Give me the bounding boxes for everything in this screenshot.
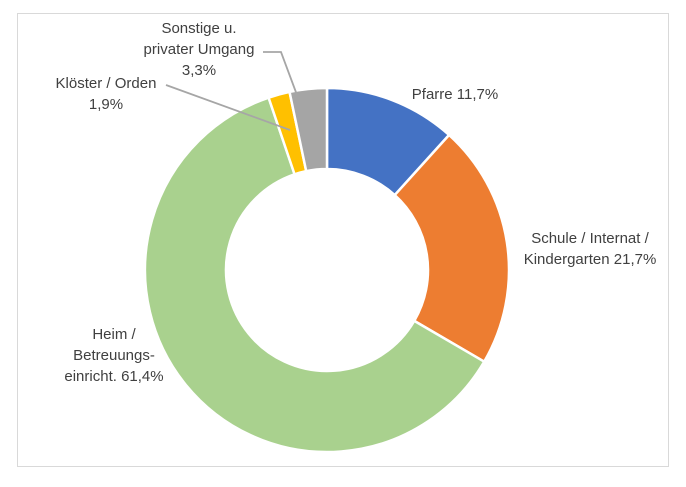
leader-line-kloester [165, 84, 291, 131]
label-heim-betreuungseinricht: Heim / Betreuungs- einricht. 61,4% [64, 324, 163, 387]
label-line: 1,9% [88, 96, 124, 113]
label-line: 3,3% [181, 62, 217, 79]
donut-slice-heim-betreuungseinricht [143, 96, 486, 454]
label-kloester-orden: Klöster / Orden 1,9% [56, 73, 157, 115]
label-line: einricht. 61,4% [64, 368, 164, 385]
label-line: Pfarre 11,7% [411, 86, 499, 103]
label-line: Schule / Internat / [531, 230, 649, 247]
donut-slice-schule-internat-kindergarten [393, 133, 511, 363]
donut-slice-sonstige-privater-umgang [288, 86, 329, 173]
leader-line-sonstige [263, 51, 298, 96]
label-line: Sonstige u. [161, 20, 237, 37]
label-schule-internat-kindergarten: Schule / Internat / Kindergarten 21,7% [524, 228, 657, 270]
label-pfarre: Pfarre 11,7% [412, 84, 498, 105]
label-line: Klöster / Orden [55, 75, 157, 92]
label-sonstige-privater-umgang: Sonstige u. privater Umgang 3,3% [144, 18, 255, 81]
label-line: privater Umgang [143, 41, 255, 58]
label-line: Heim / [92, 326, 136, 343]
label-line: Betreuungs- [73, 347, 155, 364]
label-line: Kindergarten 21,7% [523, 251, 657, 268]
